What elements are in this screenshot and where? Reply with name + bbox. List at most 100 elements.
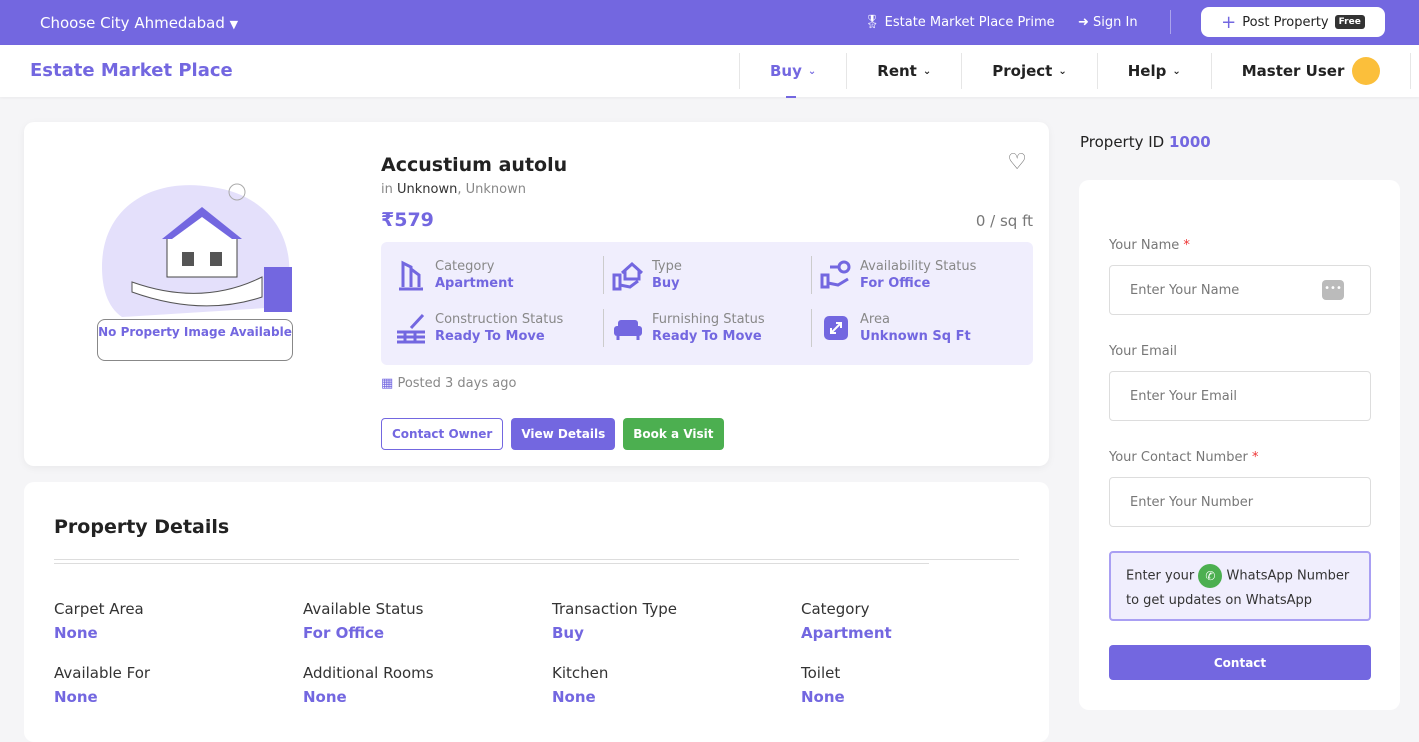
property-title[interactable]: Accustium autolu bbox=[381, 154, 568, 176]
label-text: Your Contact Number bbox=[1109, 450, 1248, 465]
chevron-down-icon: ⌄ bbox=[807, 65, 817, 77]
user-name: Master User bbox=[1241, 62, 1345, 80]
chevron-down-icon: ⌄ bbox=[1058, 65, 1067, 77]
detail-label: Available Status bbox=[303, 600, 424, 618]
detail-item: Available For None bbox=[54, 664, 303, 706]
user-menu[interactable]: Master User bbox=[1210, 53, 1412, 89]
feature-label: Construction Status bbox=[435, 312, 564, 327]
detail-item: Kitchen None bbox=[552, 664, 801, 706]
main-nav: Estate Market Place Buy ⌄ Rent ⌄ Project ⌄ … bbox=[0, 45, 1419, 98]
badge-icon: 🎖 bbox=[864, 15, 881, 30]
detail-label: Additional Rooms bbox=[303, 664, 434, 682]
nav-rent[interactable]: Rent ⌄ bbox=[846, 53, 961, 89]
post-property-button[interactable]: + Post Property Free bbox=[1201, 7, 1385, 37]
property-location: in Unknown, Unknown bbox=[381, 182, 526, 197]
feature-value: Apartment bbox=[435, 276, 514, 291]
feature-label: Type bbox=[652, 259, 682, 274]
wa-text: Enter your bbox=[1126, 568, 1195, 584]
nav-project[interactable]: Project ⌄ bbox=[961, 53, 1096, 89]
detail-item: Toilet None bbox=[801, 664, 1050, 706]
divider bbox=[54, 559, 1019, 560]
trowel-brick-icon bbox=[397, 313, 425, 344]
feature-availability: Availability Status For Office bbox=[811, 256, 1019, 294]
detail-value: Apartment bbox=[801, 624, 892, 642]
sofa-icon bbox=[614, 320, 642, 340]
city-selector[interactable]: Choose City Ahmedabad ▼ bbox=[40, 14, 238, 32]
email-input[interactable]: Enter Your Email bbox=[1109, 371, 1371, 421]
top-bar: Choose City Ahmedabad ▼ 🎖 Estate Market … bbox=[0, 0, 1419, 45]
nav-help[interactable]: Help ⌄ bbox=[1096, 53, 1211, 89]
building-icon bbox=[399, 260, 423, 291]
placeholder: Enter Your Name bbox=[1130, 282, 1240, 298]
detail-value: Buy bbox=[552, 624, 584, 642]
key-hand-icon bbox=[820, 260, 851, 289]
wa-text: WhatsApp Number to get updates on WhatsA… bbox=[1126, 568, 1350, 608]
view-details-button[interactable]: View Details bbox=[511, 418, 616, 450]
nav-buy[interactable]: Buy ⌄ bbox=[739, 53, 846, 98]
feature-furnishing: Furnishing Status Ready To Move bbox=[603, 309, 811, 347]
name-label: Your Name * bbox=[1109, 238, 1190, 253]
contact-form: Your Name * Enter Your Name ••• Your Emai… bbox=[1079, 180, 1400, 710]
detail-value: None bbox=[54, 624, 98, 642]
nav-label: Rent bbox=[877, 62, 917, 80]
posted-text: Posted 3 days ago bbox=[397, 376, 517, 391]
property-id: Property ID 1000 bbox=[1080, 133, 1211, 151]
nav-label: Project bbox=[992, 62, 1053, 80]
phone-label: Your Contact Number * bbox=[1109, 450, 1258, 465]
brand-logo[interactable]: Estate Market Place bbox=[30, 60, 233, 81]
placeholder: Enter Your Number bbox=[1130, 494, 1254, 510]
feature-construction: Construction Status Ready To Move bbox=[395, 309, 603, 347]
price: ₹579 bbox=[381, 209, 434, 231]
nav-label: Help bbox=[1127, 62, 1167, 80]
whatsapp-optin[interactable]: Enter your ✆ WhatsApp Number to get upda… bbox=[1109, 551, 1371, 621]
property-id-label: Property ID bbox=[1080, 133, 1165, 151]
name-input[interactable]: Enter Your Name ••• bbox=[1109, 265, 1371, 315]
detail-value: None bbox=[303, 688, 347, 706]
feature-value: For Office bbox=[860, 276, 931, 291]
post-property-label: Post Property bbox=[1242, 14, 1329, 30]
posted-date: ▦ Posted 3 days ago bbox=[381, 376, 516, 391]
phone-input[interactable]: Enter Your Number bbox=[1109, 477, 1371, 527]
divider bbox=[54, 563, 929, 564]
heart-icon[interactable]: ♡ bbox=[1007, 150, 1027, 175]
city-label: Choose City Ahmedabad bbox=[40, 13, 225, 32]
contact-owner-button[interactable]: Contact Owner bbox=[381, 418, 504, 450]
listing-card: No Property Image Available Accustium au… bbox=[24, 122, 1049, 466]
feature-value: Buy bbox=[652, 276, 680, 291]
locality: Unknown bbox=[397, 182, 458, 197]
property-details-card: Property Details Carpet Area None Availab… bbox=[24, 482, 1049, 742]
section-title: Property Details bbox=[54, 516, 230, 538]
feature-category: Category Apartment bbox=[395, 256, 603, 294]
avatar bbox=[1352, 57, 1381, 85]
house-illustration-icon bbox=[102, 183, 292, 317]
detail-value: None bbox=[801, 688, 845, 706]
required-mark: * bbox=[1251, 450, 1259, 465]
calendar-icon: ▦ bbox=[381, 376, 394, 391]
prime-label: Estate Market Place Prime bbox=[884, 15, 1055, 30]
detail-item: Category Apartment bbox=[801, 600, 1050, 642]
property-id-value: 1000 bbox=[1169, 133, 1211, 151]
book-visit-button[interactable]: Book a Visit bbox=[623, 418, 724, 450]
detail-item: Available Status For Office bbox=[303, 600, 552, 642]
detail-item: Transaction Type Buy bbox=[552, 600, 801, 642]
price-per-sqft: 0 / sq ft bbox=[975, 212, 1033, 230]
sign-in-label: Sign In bbox=[1093, 15, 1138, 30]
feature-value: Unknown Sq Ft bbox=[860, 329, 971, 344]
chevron-down-icon: ⌄ bbox=[922, 65, 932, 77]
plus-icon: + bbox=[1221, 11, 1237, 33]
detail-label: Available For bbox=[54, 664, 151, 682]
house-hand-icon bbox=[612, 261, 644, 291]
detail-label: Carpet Area bbox=[54, 600, 144, 618]
detail-label: Category bbox=[801, 600, 870, 618]
detail-label: Kitchen bbox=[552, 664, 609, 682]
prime-link[interactable]: 🎖 Estate Market Place Prime bbox=[864, 15, 1055, 30]
feature-value: Ready To Move bbox=[435, 329, 545, 344]
action-buttons: Contact Owner View Details Book a Visit bbox=[381, 418, 724, 450]
sign-in-link[interactable]: ➜ Sign In bbox=[1078, 15, 1138, 30]
expand-icon bbox=[824, 316, 848, 340]
detail-value: None bbox=[552, 688, 596, 706]
label-text: Your Name bbox=[1109, 238, 1180, 253]
autofill-icon[interactable]: ••• bbox=[1322, 280, 1344, 300]
free-badge: Free bbox=[1334, 15, 1365, 29]
contact-button[interactable]: Contact bbox=[1109, 645, 1371, 680]
